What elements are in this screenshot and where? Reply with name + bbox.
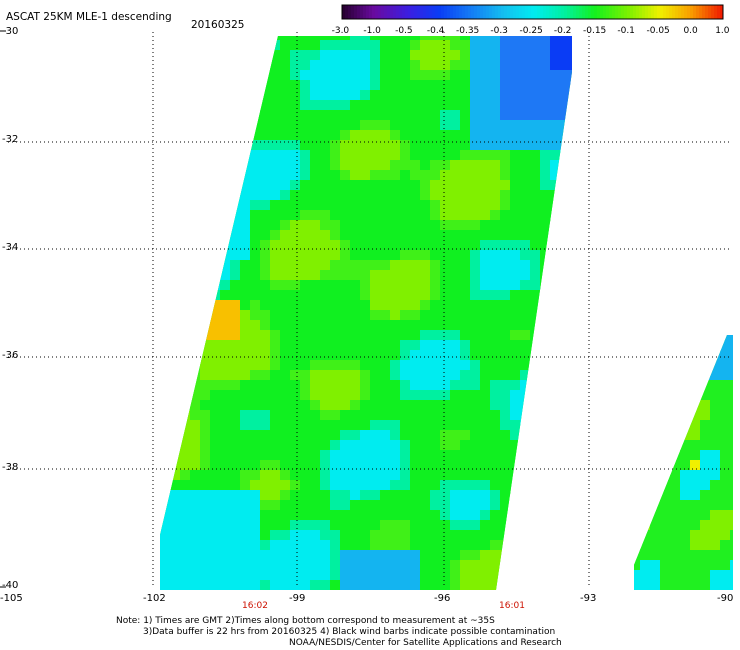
swath-east: [160, 36, 572, 590]
colorbar-label: -0.25: [519, 26, 543, 36]
swath-west: [634, 335, 733, 590]
colorbar-label: -0.05: [646, 26, 670, 36]
pass-time: 16:02: [242, 601, 268, 611]
colorbar-label: -0.1: [617, 26, 635, 36]
colorbar-label: -0.15: [583, 26, 607, 36]
colorbar-label: -0.3: [490, 26, 508, 36]
lon-label: -90: [717, 593, 734, 604]
note-line-2: 3)Data buffer is 22 hrs from 20160325 4)…: [143, 627, 556, 637]
colorbar-label: -3.0: [331, 26, 350, 36]
colorbar: [341, 4, 724, 20]
colorbar-label: -0.5: [395, 26, 413, 36]
note-line-1: Note: 1) Times are GMT 2)Times along bot…: [116, 616, 495, 626]
note-line-3: NOAA/NESDIS/Center for Satellite Applica…: [289, 638, 562, 648]
colorbar-label: -0.4: [426, 26, 445, 36]
lat-label: -34: [2, 242, 19, 253]
lat-label: -32: [2, 134, 19, 145]
pass-time: 16:01: [499, 601, 525, 611]
grid: [8, 32, 732, 587]
colorbar-label: -0.2: [553, 26, 572, 36]
map-date: 20160325: [191, 19, 245, 31]
lat-label: -30: [2, 26, 19, 37]
lon-label: -105: [0, 593, 23, 604]
lat-label: -38: [2, 462, 19, 473]
colorbar-label: -1.0: [363, 26, 381, 36]
lon-label: -99: [289, 593, 306, 604]
colorbar-label: 0.0: [683, 26, 698, 36]
lon-label: -102: [143, 593, 166, 604]
colorbar-label: 1.0: [715, 26, 730, 36]
colorbar-label: -0.35: [456, 26, 480, 36]
map-title: ASCAT 25KM MLE-1 descending: [6, 11, 172, 23]
lat-label: -36: [2, 350, 19, 361]
lat-label: -40: [2, 580, 19, 591]
lon-label: -93: [580, 593, 597, 604]
lon-label: -96: [434, 593, 451, 604]
